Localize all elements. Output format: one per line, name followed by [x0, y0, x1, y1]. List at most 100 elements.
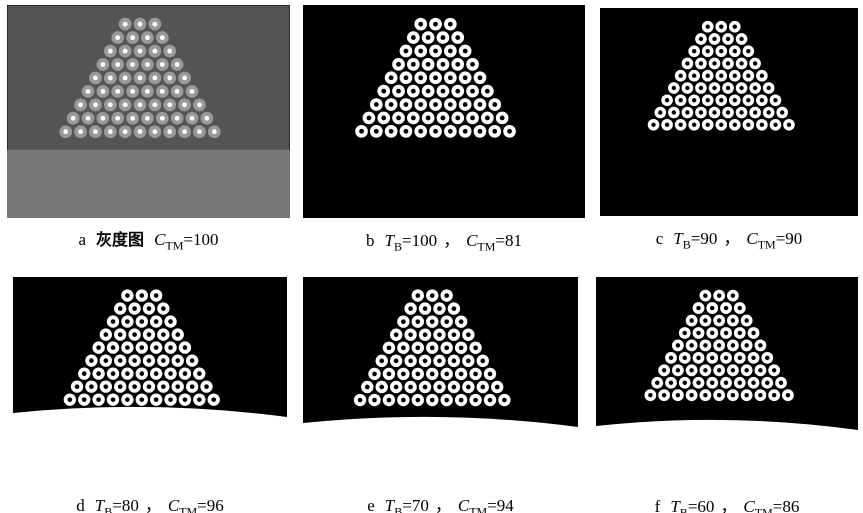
rod-core — [488, 372, 493, 377]
panel-image — [303, 5, 585, 218]
rod-core — [147, 384, 152, 389]
rod-core — [689, 393, 693, 397]
rod-core — [696, 331, 700, 335]
rod-core — [689, 343, 693, 347]
equals: = — [112, 496, 122, 513]
panel-letter: b — [366, 231, 375, 250]
rod-core — [765, 381, 769, 385]
rod-core — [401, 372, 406, 377]
rod-core — [418, 49, 423, 54]
rod-core — [717, 318, 721, 322]
rod-core — [175, 116, 180, 121]
rod-core — [93, 102, 98, 107]
rod-core — [82, 371, 87, 376]
rod-core — [103, 384, 108, 389]
rod-core — [401, 345, 406, 350]
rod-core — [68, 397, 73, 402]
rod-core — [441, 35, 446, 40]
rod-core — [125, 319, 130, 324]
rod-core — [160, 62, 165, 67]
rod-core — [502, 398, 507, 403]
rod-core — [415, 293, 420, 298]
rod-core — [719, 98, 723, 102]
rod-core — [111, 397, 116, 402]
rod-core — [678, 74, 682, 78]
rod-core — [765, 356, 769, 360]
rod-core — [152, 76, 157, 81]
rod-core — [726, 110, 730, 114]
rod-core — [760, 123, 764, 127]
rod-core — [692, 49, 696, 53]
rod-core — [726, 61, 730, 65]
rod-core — [408, 385, 413, 390]
equals: = — [691, 229, 701, 248]
rod-core — [738, 331, 742, 335]
rod-core — [204, 384, 209, 389]
rod-core — [455, 116, 460, 121]
rod-core — [739, 86, 743, 90]
rod-core — [430, 398, 435, 403]
rod-core — [452, 306, 457, 311]
rod-core — [374, 102, 379, 107]
rod-core — [448, 102, 453, 107]
rod-core — [746, 74, 750, 78]
rod-core — [212, 129, 217, 134]
rod-core — [138, 102, 143, 107]
equals: = — [688, 497, 698, 513]
rod-core — [396, 62, 401, 67]
rod-core — [190, 89, 195, 94]
rod-core — [459, 372, 464, 377]
rod-core — [82, 397, 87, 402]
rod-core — [139, 293, 144, 298]
rod-core — [703, 393, 707, 397]
rod-core — [706, 74, 710, 78]
equals: = — [776, 229, 786, 248]
rod-core — [426, 116, 431, 121]
rod-core — [766, 110, 770, 114]
rod-core — [138, 22, 143, 27]
rod-core — [495, 385, 500, 390]
rod-core — [760, 74, 764, 78]
rod-core — [444, 345, 449, 350]
rod-core — [773, 98, 777, 102]
subscript: TM — [469, 504, 487, 513]
rod-core — [394, 332, 399, 337]
rod-core — [418, 102, 423, 107]
rod-core — [100, 62, 105, 67]
rod-core — [485, 89, 490, 94]
rod-core — [139, 371, 144, 376]
separator: ， — [145, 496, 162, 513]
rod-core — [738, 381, 742, 385]
rod-core — [430, 372, 435, 377]
symbol: C — [743, 497, 754, 513]
rod-core — [685, 86, 689, 90]
rod-core — [655, 381, 659, 385]
rod-core — [394, 359, 399, 364]
rod-core — [710, 356, 714, 360]
rod-core — [772, 393, 776, 397]
rod-core — [190, 116, 195, 121]
rod-core — [751, 381, 755, 385]
rod-core — [145, 35, 150, 40]
rod-core — [182, 76, 187, 81]
rod-core — [379, 385, 384, 390]
rod-core — [760, 98, 764, 102]
rod-core — [404, 102, 409, 107]
rod-core — [161, 306, 166, 311]
rod-core — [746, 123, 750, 127]
rod-core — [683, 331, 687, 335]
rod-core — [685, 110, 689, 114]
rod-core — [132, 358, 137, 363]
rod-core — [448, 129, 453, 134]
rod-core — [470, 116, 475, 121]
rod-core — [358, 398, 363, 403]
rod-core — [485, 116, 490, 121]
rod-core — [387, 345, 392, 350]
rod-core — [123, 102, 128, 107]
rod-core — [423, 306, 428, 311]
rod-core — [152, 22, 157, 27]
rod-core — [731, 343, 735, 347]
rod-core — [724, 306, 728, 310]
rod-core — [118, 384, 123, 389]
